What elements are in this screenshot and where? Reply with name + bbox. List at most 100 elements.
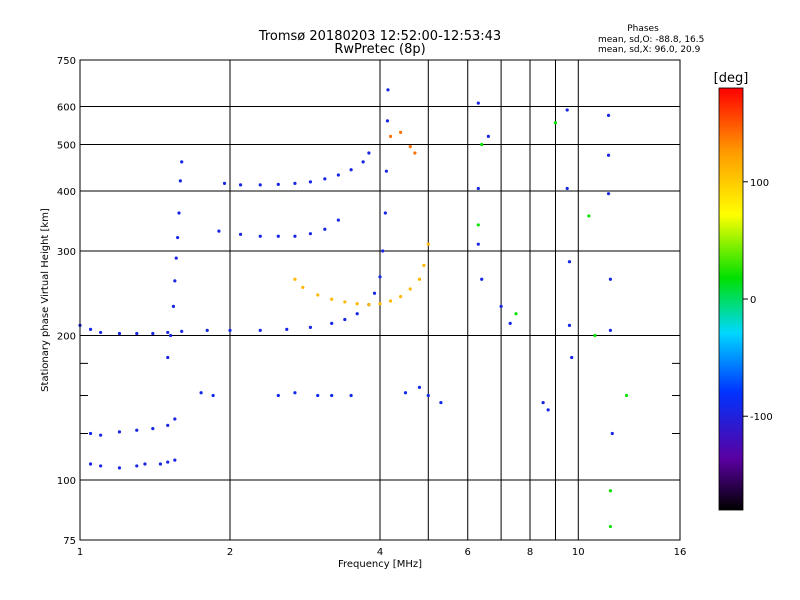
data-point <box>381 249 385 253</box>
data-point <box>388 299 393 303</box>
data-point <box>330 393 334 398</box>
data-point <box>608 277 613 281</box>
data-point <box>499 304 503 309</box>
data-point <box>541 400 545 405</box>
colorbar-tick-label: 100 <box>750 178 769 189</box>
data-point <box>384 169 388 173</box>
data-point <box>480 277 484 281</box>
x-tick-label: 4 <box>377 547 383 558</box>
data-point <box>276 234 280 238</box>
data-point <box>426 393 430 398</box>
data-point <box>439 400 443 405</box>
data-point <box>135 428 139 432</box>
data-point <box>367 151 371 155</box>
x-axis-label: Frequency [MHz] <box>338 559 422 570</box>
data-point <box>480 142 484 147</box>
data-point <box>476 101 480 105</box>
data-point <box>608 524 613 529</box>
data-point <box>301 285 305 289</box>
data-point <box>135 464 139 468</box>
data-point <box>408 145 412 149</box>
data-point <box>486 134 490 138</box>
data-point <box>624 393 629 398</box>
y-tick-label: 300 <box>57 247 76 258</box>
data-point <box>211 393 215 398</box>
data-point <box>349 393 353 398</box>
data-point <box>238 183 243 187</box>
x-tick-label: 1 <box>77 547 83 558</box>
data-point <box>514 312 518 316</box>
data-point <box>151 426 155 431</box>
data-point <box>361 160 365 164</box>
data-point <box>173 417 177 421</box>
x-axis-ticks: 1 2 4 6 8 10 16 <box>77 547 687 558</box>
data-point <box>308 232 313 236</box>
data-point <box>330 297 334 301</box>
data-point <box>171 304 176 309</box>
data-point <box>143 462 147 466</box>
data-point <box>88 431 93 436</box>
data-point <box>403 391 408 395</box>
data-point <box>169 333 173 338</box>
data-point <box>508 321 512 325</box>
colorbar-tick-label: -100 <box>750 412 773 423</box>
data-point <box>476 223 480 227</box>
x-tick-label: 6 <box>465 547 471 558</box>
data-point <box>372 291 377 295</box>
y-axis-ticks: 75 100 200 300 400 500 600 750 <box>57 56 680 547</box>
data-point <box>385 119 390 123</box>
data-point <box>258 183 262 187</box>
data-point <box>173 279 177 283</box>
data-point <box>308 325 313 329</box>
data-point <box>386 88 390 92</box>
data-point <box>343 317 347 322</box>
data-point <box>606 113 611 117</box>
x-tick-label: 2 <box>227 547 233 558</box>
data-point <box>99 330 103 335</box>
phases-legend-x: mean, sd,X: 96.0, 20.9 <box>598 45 701 55</box>
data-point <box>417 385 422 389</box>
data-point <box>222 181 227 185</box>
data-point <box>608 489 613 493</box>
data-point <box>177 211 181 215</box>
data-point <box>606 192 611 196</box>
data-point <box>173 458 177 462</box>
data-point <box>293 234 297 238</box>
data-point <box>99 464 103 468</box>
y-tick-label: 400 <box>57 187 76 198</box>
data-point <box>151 331 155 336</box>
chart-subtitle: RwPretec (8p) <box>334 42 425 57</box>
data-point <box>276 182 280 186</box>
data-point <box>178 179 182 183</box>
data-point <box>135 331 139 336</box>
y-tick-label: 750 <box>57 56 76 67</box>
data-point <box>117 430 122 434</box>
data-point <box>610 431 614 436</box>
data-point <box>205 328 209 332</box>
plot-frame <box>79 59 681 541</box>
data-point <box>293 181 297 185</box>
data-point <box>174 256 178 260</box>
data-point <box>476 186 480 191</box>
data-point <box>426 242 430 246</box>
data-point <box>546 408 550 412</box>
data-point <box>606 153 611 157</box>
colorbar-gradient <box>718 87 744 511</box>
data-point <box>355 312 359 316</box>
data-point <box>570 355 574 360</box>
y-tick-label: 600 <box>57 103 76 114</box>
data-point <box>593 333 597 338</box>
data-point <box>88 327 93 331</box>
colorbar-ticks: 100 0 -100 <box>743 178 773 423</box>
data-point <box>323 227 327 231</box>
data-point <box>258 234 262 238</box>
data-point <box>166 460 170 464</box>
data-point <box>567 323 572 327</box>
data-point <box>166 423 170 427</box>
data-point <box>355 302 359 306</box>
data-point <box>399 130 403 134</box>
data-point <box>399 295 403 299</box>
data-point <box>316 293 320 297</box>
data-point <box>117 466 122 470</box>
data-point <box>238 232 243 236</box>
